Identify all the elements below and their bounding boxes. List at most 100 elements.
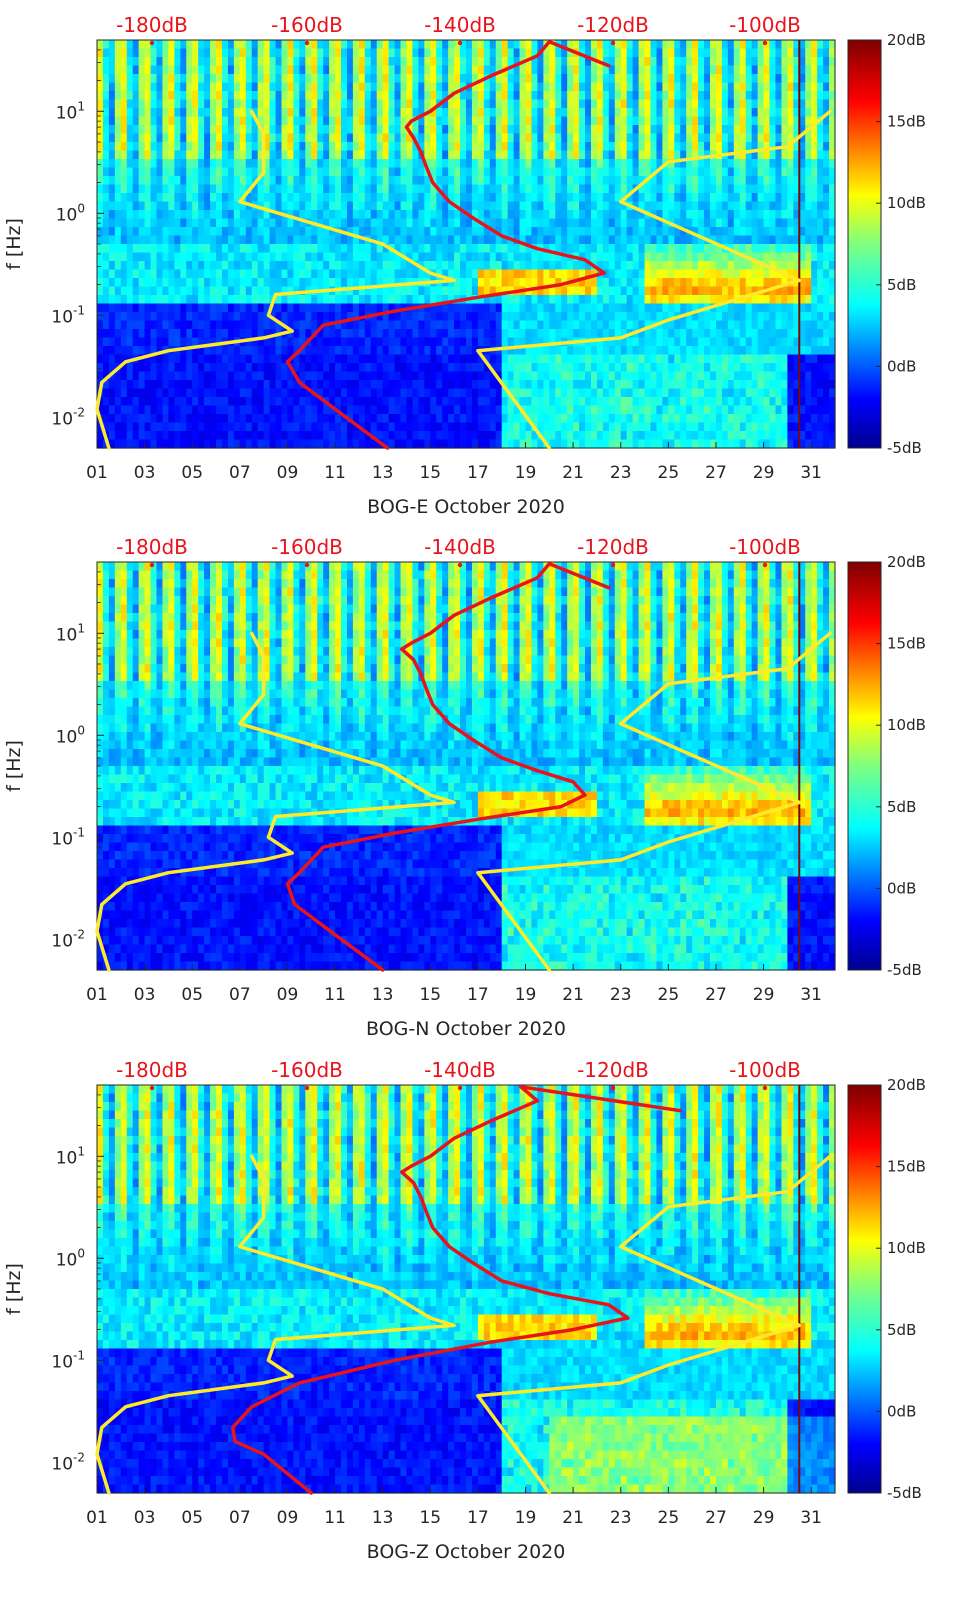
colorbar: 20dB 15dB 10dB 5dB 0dB -5dB: [847, 31, 926, 457]
colorbar-tick-label: 10dB: [887, 194, 926, 212]
top-db-tick-mark: [610, 1085, 616, 1091]
top-db-tick-mark: [149, 1085, 155, 1091]
colorbar-tick-label: -5dB: [887, 439, 922, 457]
top-db-tick-mark: [457, 1085, 463, 1091]
x-tick-label: 09: [277, 1508, 299, 1528]
x-axis-label: BOG-Z October 2020: [367, 1541, 566, 1563]
top-db-tick-label: -100dB: [729, 1058, 801, 1082]
colorbar-tick-label: -5dB: [887, 1484, 922, 1502]
colorbar-gradient: [847, 39, 882, 449]
y-axis-label: f [Hz]: [3, 740, 25, 792]
x-tick-label: 11: [324, 463, 346, 483]
spectrogram-heatmap: [97, 40, 836, 449]
spectrogram-heatmap: [97, 1085, 836, 1494]
x-tick-label: 15: [419, 985, 441, 1005]
y-tick-label: 10-1: [51, 825, 85, 849]
top-db-tick-label: -180dB: [116, 13, 188, 37]
model-curve: [95, 631, 456, 972]
x-tick-label: 31: [800, 463, 822, 483]
colorbar: 20dB 15dB 10dB 5dB 0dB -5dB: [847, 553, 926, 979]
spectrogram-heatmap: [97, 562, 836, 971]
top-db-tick-label: -160dB: [271, 535, 343, 559]
y-axis-label: f [Hz]: [3, 218, 25, 270]
colorbar-tick-label: 20dB: [887, 31, 926, 49]
y-axis-label: f [Hz]: [3, 1263, 25, 1315]
colorbar-tick-label: 15dB: [887, 1158, 926, 1176]
top-db-tick-label: -120dB: [577, 1058, 649, 1082]
x-tick-label: 23: [610, 985, 632, 1005]
model-curve: [476, 631, 832, 972]
noise-curve: [285, 40, 611, 450]
colorbar-tick-label: 5dB: [887, 276, 916, 294]
top-db-tick-mark: [149, 40, 155, 46]
colorbar-tick-label: 5dB: [887, 1321, 916, 1339]
x-tick-label: 27: [705, 463, 727, 483]
x-tick-label: 07: [229, 1508, 251, 1528]
top-db-tick-mark: [304, 40, 310, 46]
x-axis-label: BOG-E October 2020: [367, 496, 565, 518]
y-tick-label: 10-1: [51, 1348, 85, 1372]
colorbar: 20dB 15dB 10dB 5dB 0dB -5dB: [847, 1076, 926, 1502]
noise-curve: [285, 562, 611, 972]
x-tick-label: 03: [134, 463, 156, 483]
x-tick-label: 25: [658, 1508, 680, 1528]
top-db-tick-label: -140dB: [424, 13, 496, 37]
top-db-tick-label: -160dB: [271, 13, 343, 37]
x-tick-label: 21: [562, 1508, 584, 1528]
x-tick-label: 25: [658, 463, 680, 483]
spectrogram-panel: 01 03 05 07 09 11 13 15 17 19 21 23 25 27 29 31 BOG-Z Oc…: [3, 1058, 926, 1563]
top-db-tick-mark: [457, 40, 463, 46]
top-db-tick-label: -100dB: [729, 535, 801, 559]
top-db-tick-mark: [149, 562, 155, 568]
top-db-tick-mark: [762, 1085, 768, 1091]
x-tick-label: 27: [705, 985, 727, 1005]
top-db-tick-label: -140dB: [424, 1058, 496, 1082]
top-db-tick-mark: [304, 1085, 310, 1091]
y-tick-label: 100: [56, 723, 85, 747]
x-tick-label: 19: [515, 985, 537, 1005]
colorbar-tick-label: 10dB: [887, 1239, 926, 1257]
spectrogram-panel: 01 03 05 07 09 11 13 15 17 19 21 23 25 27 29 31 BOG-E Oc…: [3, 13, 926, 518]
y-tick-label: 10-2: [51, 927, 85, 951]
y-tick-label: 101: [56, 621, 85, 645]
x-tick-label: 09: [277, 463, 299, 483]
y-tick-label: 10-2: [51, 405, 85, 429]
x-tick-label: 21: [562, 463, 584, 483]
x-tick-label: 15: [419, 463, 441, 483]
x-axis-label: BOG-N October 2020: [366, 1018, 566, 1040]
x-tick-label: 31: [800, 1508, 822, 1528]
colorbar-tick-label: -5dB: [887, 961, 922, 979]
model-curve: [95, 109, 456, 450]
top-db-tick-mark: [762, 40, 768, 46]
colorbar-tick-label: 0dB: [887, 357, 916, 375]
colorbar-tick-label: 10dB: [887, 716, 926, 734]
colorbar-tick-label: 0dB: [887, 1402, 916, 1420]
x-tick-label: 19: [515, 463, 537, 483]
x-tick-label: 17: [467, 1508, 489, 1528]
colorbar-gradient: [847, 1084, 882, 1494]
x-tick-label: 17: [467, 985, 489, 1005]
x-tick-label: 03: [134, 985, 156, 1005]
colorbar-tick-label: 20dB: [887, 1076, 926, 1094]
model-curve: [95, 1154, 456, 1495]
model-curve: [476, 109, 832, 450]
x-tick-label: 23: [610, 463, 632, 483]
colorbar-tick-label: 15dB: [887, 635, 926, 653]
x-tick-label: 29: [753, 463, 775, 483]
x-tick-label: 13: [372, 463, 394, 483]
top-db-tick-label: -180dB: [116, 535, 188, 559]
x-tick-label: 23: [610, 1508, 632, 1528]
x-tick-label: 11: [324, 985, 346, 1005]
y-tick-label: 101: [56, 1144, 85, 1168]
top-db-tick-label: -120dB: [577, 535, 649, 559]
top-db-tick-mark: [610, 562, 616, 568]
model-curve: [476, 1154, 832, 1495]
x-tick-label: 03: [134, 1508, 156, 1528]
colorbar-tick-label: 5dB: [887, 798, 916, 816]
x-tick-label: 17: [467, 463, 489, 483]
x-tick-label: 05: [181, 463, 203, 483]
top-db-tick-label: -100dB: [729, 13, 801, 37]
top-db-tick-mark: [762, 562, 768, 568]
colorbar-tick-label: 0dB: [887, 879, 916, 897]
top-db-tick-label: -160dB: [271, 1058, 343, 1082]
